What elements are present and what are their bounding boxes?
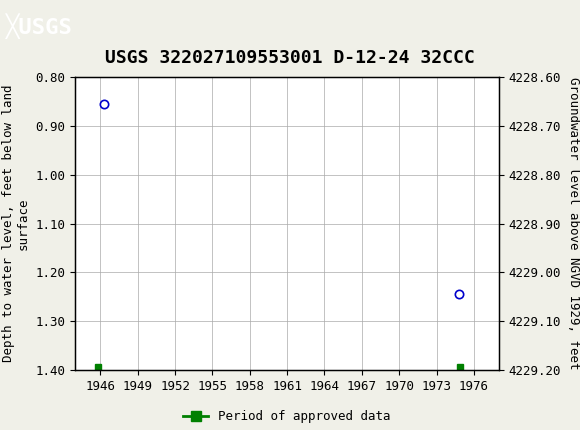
Text: ╳USGS: ╳USGS — [6, 13, 72, 39]
Y-axis label: Groundwater level above NGVD 1929, feet: Groundwater level above NGVD 1929, feet — [567, 77, 579, 370]
Y-axis label: Depth to water level, feet below land
surface: Depth to water level, feet below land su… — [2, 85, 30, 362]
Legend: Period of approved data: Period of approved data — [179, 405, 396, 428]
Text: USGS 322027109553001 D-12-24 32CCC: USGS 322027109553001 D-12-24 32CCC — [105, 49, 475, 67]
